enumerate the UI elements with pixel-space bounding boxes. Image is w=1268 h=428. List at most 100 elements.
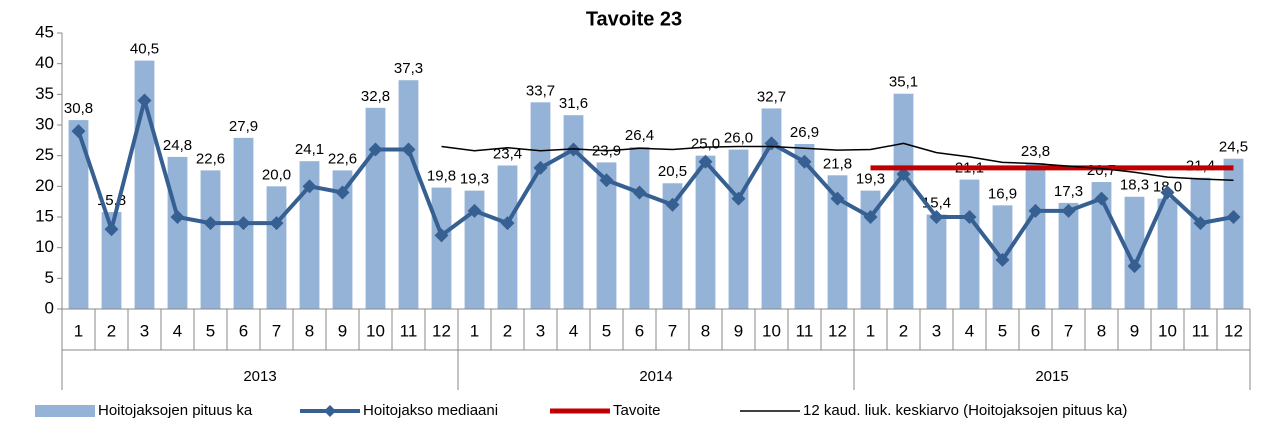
marker <box>170 210 185 224</box>
data-label: 31,6 <box>559 95 588 112</box>
data-label: 24,8 <box>163 137 192 154</box>
data-label: 33,7 <box>526 82 555 99</box>
bar <box>68 120 89 310</box>
bar <box>1025 163 1046 309</box>
marker <box>533 160 548 175</box>
x-tick-label: 7 <box>668 321 677 340</box>
marker <box>830 191 845 206</box>
bar <box>563 115 584 309</box>
bar <box>1157 198 1178 309</box>
bar <box>695 155 716 309</box>
x-tick-label: 5 <box>206 321 215 340</box>
data-label: 24,5 <box>1219 139 1248 156</box>
bar <box>365 107 386 310</box>
x-tick-label: 4 <box>569 321 578 340</box>
y-tick-label: 15 <box>35 206 54 225</box>
x-tick-label: 6 <box>239 321 248 340</box>
data-label: 40,5 <box>130 41 159 58</box>
x-tick-label: 1 <box>74 321 83 340</box>
x-tick-label: 12 <box>828 321 847 340</box>
marker <box>1028 203 1043 218</box>
x-tick-label: 11 <box>1192 321 1210 340</box>
bar <box>101 212 122 309</box>
data-label: 22,6 <box>196 150 225 167</box>
data-label: 17,3 <box>1054 183 1083 200</box>
year-label: 2013 <box>243 368 276 385</box>
data-label: 19,8 <box>427 168 456 185</box>
bar <box>398 80 419 309</box>
bar <box>1190 177 1211 309</box>
data-label: 20,5 <box>658 163 687 180</box>
data-label: 20,7 <box>1087 162 1116 179</box>
bar <box>959 179 980 309</box>
marker <box>335 185 350 200</box>
data-label: 26,4 <box>625 127 654 144</box>
marker <box>467 203 482 218</box>
bar <box>1124 196 1145 309</box>
bar <box>893 93 914 309</box>
legend-label: Tavoite <box>613 402 661 419</box>
bar <box>431 187 452 309</box>
marker <box>71 124 86 139</box>
data-label: 19,3 <box>460 171 489 188</box>
bar <box>926 214 947 309</box>
y-tick-label: 45 <box>35 22 54 41</box>
x-tick-label: 1 <box>866 321 875 340</box>
chart-title: Tavoite 23 <box>586 8 682 30</box>
bar <box>1091 182 1112 309</box>
marker <box>203 216 218 231</box>
bar <box>662 183 683 309</box>
x-tick-label: 10 <box>762 321 781 340</box>
marker <box>1127 259 1142 274</box>
y-tick-label: 5 <box>45 268 54 287</box>
marker <box>269 216 284 231</box>
marker <box>1061 203 1076 218</box>
data-label: 26,9 <box>790 124 819 141</box>
x-tick-label: 11 <box>796 321 814 340</box>
x-tick-label: 7 <box>1064 321 1073 340</box>
marker <box>1226 210 1241 224</box>
x-tick-label: 9 <box>338 321 347 340</box>
marker <box>434 228 449 243</box>
bar <box>860 190 881 309</box>
bar <box>1223 158 1244 309</box>
bar <box>332 170 353 309</box>
legend-label: Hoitojakso mediaani <box>363 402 498 419</box>
x-tick-label: 7 <box>272 321 281 340</box>
marker <box>401 142 416 157</box>
x-tick-label: 9 <box>1130 321 1139 340</box>
data-label: 19,3 <box>856 171 885 188</box>
data-label: 21,8 <box>823 155 852 172</box>
marker <box>797 154 812 169</box>
bar <box>464 190 485 309</box>
x-tick-label: 5 <box>998 321 1007 340</box>
marker <box>995 252 1010 267</box>
x-tick-label: 12 <box>1224 321 1243 340</box>
data-label: 20,0 <box>262 166 291 183</box>
x-tick-label: 2 <box>107 321 116 340</box>
y-tick-label: 40 <box>35 53 54 72</box>
x-tick-label: 8 <box>1097 321 1106 340</box>
marker <box>698 154 713 169</box>
x-tick-label: 3 <box>932 321 941 340</box>
marker <box>137 93 152 108</box>
data-label: 32,7 <box>757 88 786 105</box>
data-label: 32,8 <box>361 88 390 105</box>
bar <box>266 186 287 309</box>
x-tick-label: 12 <box>432 321 451 340</box>
x-tick-label: 10 <box>1158 321 1177 340</box>
marker <box>731 191 746 206</box>
y-tick-label: 0 <box>45 298 54 317</box>
bar <box>497 165 518 309</box>
legend-marker <box>324 405 336 417</box>
x-tick-label: 5 <box>602 321 611 340</box>
x-tick-label: 8 <box>701 321 710 340</box>
data-label: 16,9 <box>988 185 1017 202</box>
x-tick-label: 4 <box>965 321 974 340</box>
y-tick-label: 20 <box>35 176 54 195</box>
bar <box>596 162 617 309</box>
x-tick-label: 4 <box>173 321 182 340</box>
x-tick-label: 1 <box>470 321 479 340</box>
bar <box>728 149 749 309</box>
